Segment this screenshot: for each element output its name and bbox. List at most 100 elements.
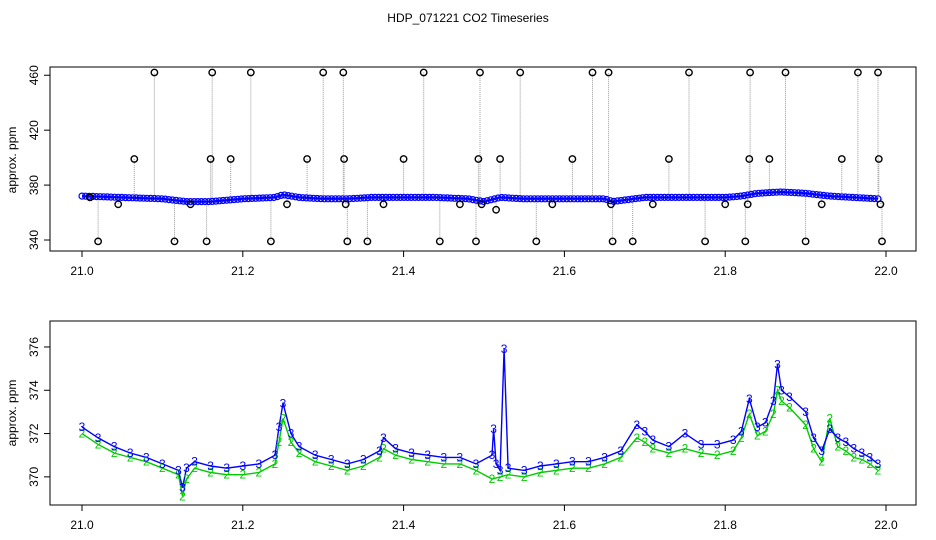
series-marker: 3 xyxy=(585,455,592,469)
top-x-ticks: 21.0 21.2 21.4 21.6 21.8 22.0 xyxy=(70,251,898,278)
outlier-point xyxy=(226,155,235,163)
bottom-y-axis-label: approx. ppm xyxy=(5,380,19,447)
baseline-point xyxy=(433,193,441,202)
series-marker: 3 xyxy=(617,444,624,458)
x-tick-label: 21.6 xyxy=(553,518,577,532)
series-marker: 2 xyxy=(489,472,496,486)
outlier-point xyxy=(94,237,103,246)
baseline-point xyxy=(729,193,737,201)
outlier-point xyxy=(837,155,846,163)
baseline-point xyxy=(534,195,542,203)
baseline-point xyxy=(277,191,285,199)
x-tick-label: 21.4 xyxy=(392,518,416,532)
baseline-point xyxy=(324,195,332,203)
series-marker: 2 xyxy=(810,442,817,456)
series-marker: 2 xyxy=(842,444,849,458)
top-y-axis-label: approx. ppm xyxy=(5,127,19,194)
baseline-point xyxy=(566,195,575,203)
outlier-point xyxy=(363,237,372,246)
baseline-point xyxy=(147,194,155,202)
baseline-point xyxy=(429,193,437,201)
baseline-point xyxy=(396,193,404,201)
baseline-point xyxy=(693,193,701,201)
baseline-point xyxy=(545,195,553,203)
baseline-point xyxy=(266,194,274,202)
series-marker: 3 xyxy=(867,450,874,464)
outlier-point xyxy=(648,200,657,209)
series-marker: 2 xyxy=(127,450,134,464)
series-marker: 2 xyxy=(272,457,279,471)
outlier-point xyxy=(701,237,709,246)
baseline-point xyxy=(570,195,578,203)
series-marker: 2 xyxy=(440,457,447,471)
baseline-point xyxy=(78,192,86,200)
outlier-point xyxy=(130,155,139,163)
baseline-point xyxy=(838,193,846,201)
baseline-point xyxy=(725,193,734,201)
baseline-point xyxy=(635,194,643,202)
outlier-point xyxy=(607,200,615,209)
baseline-point xyxy=(599,195,607,203)
series-marker: 3 xyxy=(79,420,86,434)
series-marker: 3 xyxy=(842,435,849,449)
series-marker: 2 xyxy=(682,442,689,456)
outlier-point xyxy=(745,155,754,163)
series-marker: 2 xyxy=(834,440,841,454)
series-marker: 2 xyxy=(424,455,431,469)
outlier-point xyxy=(319,68,328,77)
series-marker: 3 xyxy=(207,459,214,473)
baseline-point xyxy=(628,195,636,203)
series-marker: 3 xyxy=(376,444,383,458)
baseline-point xyxy=(393,193,401,201)
baseline-point xyxy=(592,195,600,203)
baseline-point xyxy=(299,194,307,202)
outlier-point xyxy=(208,68,217,77)
baseline-point xyxy=(649,193,658,201)
y-tick-label: 380 xyxy=(27,175,41,195)
series-marker: 3 xyxy=(778,383,785,397)
baseline-point xyxy=(100,193,108,201)
series-marker: 2 xyxy=(79,427,86,441)
outlier-point xyxy=(339,68,348,77)
series-marker: 2 xyxy=(408,453,415,467)
series-marker: 2 xyxy=(179,489,186,503)
series-marker: 2 xyxy=(601,457,608,471)
outlier-point xyxy=(435,237,444,246)
baseline-point xyxy=(302,194,310,202)
baseline-point xyxy=(715,193,723,201)
baseline-point xyxy=(791,189,799,197)
baseline-point xyxy=(154,195,162,203)
series-marker: 2 xyxy=(553,463,560,477)
baseline-point xyxy=(483,197,491,205)
baseline-point xyxy=(273,193,281,201)
series-marker: 3 xyxy=(392,442,399,456)
outlier-point xyxy=(604,68,613,77)
baseline-point xyxy=(736,192,745,200)
baseline-point xyxy=(722,193,730,201)
series-marker: 2 xyxy=(802,418,809,432)
baseline-point xyxy=(291,193,300,201)
baseline-point xyxy=(678,193,687,201)
series-marker: 3 xyxy=(473,457,480,471)
series-marker: 2 xyxy=(473,463,480,477)
series-marker: 2 xyxy=(175,468,182,482)
outlier-point xyxy=(741,237,750,246)
baseline-point xyxy=(675,193,683,201)
series-marker: 3 xyxy=(239,459,246,473)
baseline-point xyxy=(867,194,875,202)
series-marker: 2 xyxy=(296,446,303,460)
bottom-x-ticks: 21.0 21.2 21.4 21.6 21.8 22.0 xyxy=(70,505,898,532)
outlier-point xyxy=(202,237,211,246)
series-marker: 2 xyxy=(505,468,512,482)
baseline-point xyxy=(639,194,647,202)
baseline-point xyxy=(389,193,397,201)
baseline-point xyxy=(505,194,513,202)
series-marker: 2 xyxy=(818,455,825,469)
series-marker: 2 xyxy=(497,470,504,484)
baseline-point xyxy=(461,195,470,203)
outlier-point xyxy=(743,200,752,209)
series-marker: 3 xyxy=(818,444,825,458)
baseline-point xyxy=(255,194,263,202)
series-marker: 3 xyxy=(280,396,287,410)
outlier-point xyxy=(246,68,255,77)
